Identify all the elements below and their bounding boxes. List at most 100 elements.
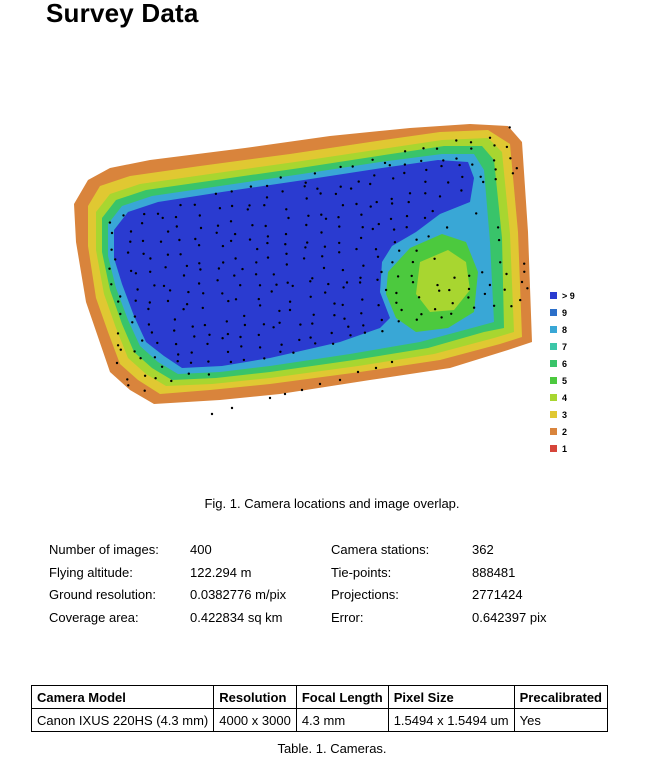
legend-item: 6 — [550, 355, 575, 372]
camera-point — [526, 287, 529, 290]
camera-point — [283, 392, 287, 396]
camera-point — [309, 336, 312, 339]
camera-point — [433, 257, 436, 260]
camera-point — [359, 276, 362, 279]
camera-point — [233, 232, 237, 236]
camera-point — [285, 208, 288, 211]
camera-point — [493, 144, 496, 147]
camera-point — [515, 167, 518, 170]
camera-point — [202, 292, 205, 295]
camera-point — [349, 334, 352, 337]
camera-point — [207, 360, 210, 363]
camera-point — [134, 272, 138, 275]
camera-point — [393, 241, 397, 244]
camera-point — [508, 126, 511, 129]
camera-point — [369, 205, 372, 208]
column-header: Camera Model — [30, 685, 215, 709]
camera-point — [380, 318, 383, 322]
camera-point — [177, 353, 180, 356]
camera-point — [116, 332, 120, 335]
legend-label: 4 — [562, 392, 568, 403]
camera-point — [321, 255, 324, 258]
camera-point — [143, 389, 146, 392]
legend-label: 5 — [562, 375, 568, 386]
camera-point — [166, 299, 170, 303]
stat-label: Number of images: — [49, 542, 159, 557]
camera-point — [373, 174, 376, 177]
camera-point — [422, 147, 425, 150]
camera-point — [405, 214, 409, 218]
camera-point — [179, 203, 182, 207]
legend-swatch — [550, 292, 557, 299]
camera-point — [292, 351, 295, 354]
camera-point — [143, 374, 147, 377]
camera-point — [318, 382, 322, 386]
camera-point — [322, 266, 326, 270]
camera-point — [115, 361, 119, 365]
camera-point — [494, 178, 497, 181]
camera-point — [420, 159, 423, 163]
camera-point — [338, 241, 341, 245]
camera-point — [467, 296, 470, 299]
camera-point — [343, 317, 346, 320]
camera-point — [160, 365, 164, 368]
page-title: Survey Data — [46, 0, 199, 28]
camera-point — [173, 329, 176, 332]
stat-label: Projections: — [331, 587, 399, 603]
camera-point — [119, 348, 122, 351]
camera-point — [403, 150, 407, 153]
camera-point — [189, 361, 193, 364]
camera-point — [199, 268, 202, 271]
camera-point — [510, 305, 513, 308]
camera-point — [505, 145, 509, 149]
figure-caption: Fig. 1. Camera locations and image overl… — [204, 496, 460, 511]
camera-point — [312, 313, 315, 316]
camera-point — [288, 300, 292, 303]
camera-point — [218, 207, 222, 210]
camera-point — [229, 239, 233, 243]
camera-point — [509, 157, 512, 160]
camera-point — [117, 300, 120, 303]
camera-point — [265, 184, 269, 188]
camera-point — [349, 187, 353, 190]
camera-point — [287, 216, 290, 220]
camera-point — [396, 275, 400, 278]
camera-point — [304, 181, 307, 184]
camera-point — [194, 237, 197, 241]
camera-point — [369, 182, 372, 186]
camera-point — [193, 335, 196, 338]
camera-point — [338, 378, 342, 382]
table-header-row: Camera Model Resolution Focal Length Pix… — [30, 685, 609, 709]
camera-point — [142, 252, 145, 255]
camera-point — [272, 326, 275, 329]
column-header: Pixel Size — [387, 685, 515, 709]
camera-point — [156, 212, 160, 215]
camera-point — [131, 321, 134, 324]
camera-point — [395, 291, 398, 295]
camera-point — [233, 274, 236, 277]
camera-point — [133, 350, 136, 353]
camera-point — [285, 263, 288, 266]
camera-point — [178, 238, 181, 242]
camera-point — [185, 264, 189, 268]
camera-point — [360, 312, 363, 315]
camera-point — [129, 230, 133, 233]
camera-point — [438, 289, 441, 292]
camera-point — [442, 159, 445, 162]
camera-point — [523, 270, 526, 273]
camera-point — [324, 291, 327, 294]
legend-swatch — [550, 309, 557, 316]
camera-point — [191, 325, 194, 328]
legend-item: 8 — [550, 321, 575, 338]
camera-point — [435, 147, 439, 150]
camera-point — [119, 312, 122, 316]
legend-swatch — [550, 377, 557, 384]
camera-point — [279, 176, 282, 179]
camera-point — [215, 231, 218, 234]
camera-point — [376, 278, 379, 281]
camera-point — [334, 192, 338, 196]
table-cell: 4.3 mm — [295, 708, 389, 732]
camera-point — [264, 224, 267, 228]
camera-point — [511, 172, 515, 175]
camera-point — [427, 235, 430, 238]
